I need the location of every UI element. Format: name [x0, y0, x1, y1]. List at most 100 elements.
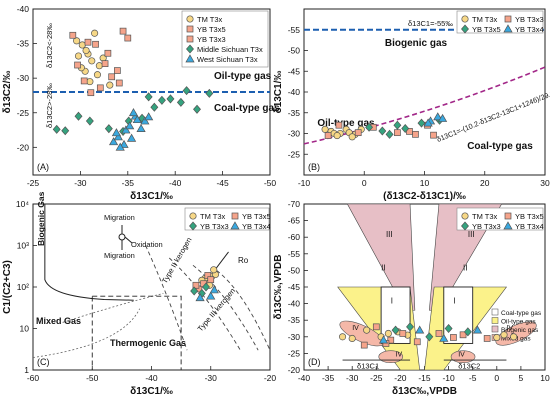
data-point	[437, 113, 448, 122]
data-point	[324, 132, 332, 139]
x-tick-label: -35	[322, 373, 335, 383]
thermogenic-box	[91, 295, 182, 371]
data-point	[461, 24, 469, 34]
y-axis-label: δ13C1/‰	[273, 71, 284, 114]
data-point	[95, 62, 103, 70]
y-tick-label: -25	[17, 108, 30, 118]
legend-entry: Middle Sichuan T3x	[197, 45, 263, 54]
data-point	[500, 331, 508, 339]
y-tick-label: 10⁴	[16, 199, 29, 209]
mixed-boundary	[62, 293, 164, 323]
legend-box	[456, 207, 544, 231]
y-tick-label: -65	[288, 216, 301, 226]
panel-label: (C)	[37, 357, 50, 367]
data-point	[52, 124, 61, 134]
data-point	[503, 221, 513, 230]
plot-area	[303, 8, 546, 176]
x-tick-label: 10	[420, 178, 430, 188]
region-label: Oil-type gas	[214, 71, 272, 82]
data-point	[108, 73, 116, 81]
legend-entry: YB T3x5	[472, 25, 501, 34]
data-point	[209, 285, 219, 294]
data-point	[435, 330, 443, 337]
legend-entry: TM T3x	[472, 15, 498, 24]
x-tick-label: -20	[264, 373, 277, 383]
data-point	[115, 142, 125, 151]
data-point	[504, 15, 512, 23]
x-tick-label: -35	[122, 178, 135, 188]
kerogen-curve	[192, 264, 259, 351]
region-legend-swatch	[491, 325, 499, 333]
kerogen-curve	[216, 270, 271, 351]
data-point	[459, 331, 467, 339]
y-tick-label: -40	[17, 4, 30, 14]
data-point	[378, 335, 389, 344]
region-label: IV	[352, 325, 359, 332]
data-point	[439, 333, 449, 342]
x-tick-label: -10	[298, 178, 311, 188]
data-point	[333, 132, 341, 140]
data-point	[190, 286, 199, 296]
y-tick-label: -40	[288, 87, 301, 97]
data-point	[125, 121, 135, 130]
data-point	[104, 124, 113, 134]
data-point	[186, 25, 194, 33]
data-point	[363, 326, 371, 334]
data-point	[417, 118, 426, 128]
data-point	[399, 330, 407, 337]
data-point	[401, 123, 410, 134]
region-legend-entry: Biogenic gas	[501, 327, 539, 334]
legend-entry: YB T3x3	[515, 15, 544, 24]
biogenic-boundary	[44, 204, 134, 301]
region-label: Thermogenic Gas	[110, 338, 186, 348]
data-point	[391, 325, 400, 335]
x-tick-label: -25	[370, 373, 383, 383]
data-point	[430, 131, 437, 139]
panel-d: -40 -35 -30 -25 -20 -15 -10 -5 0 5 10-20-25-30-35-…	[273, 199, 550, 397]
x-tick-label: 5	[519, 373, 524, 383]
data-point	[132, 114, 142, 124]
data-point	[111, 128, 122, 137]
panel-label: (B)	[308, 162, 320, 172]
region-label: II	[381, 263, 385, 272]
data-point	[166, 94, 175, 104]
data-point	[412, 130, 419, 138]
migration-node	[118, 233, 126, 241]
data-point	[195, 293, 205, 302]
region-label: Ro	[238, 256, 249, 265]
data-point	[128, 108, 139, 117]
reference-label: δ13C1=-55‰	[408, 19, 453, 28]
data-point	[433, 112, 443, 121]
legend-entry: YB T3x4	[515, 222, 544, 231]
data-point	[384, 329, 392, 338]
y-tick-label: -30	[288, 332, 301, 342]
legend-entry: YB T3x3	[200, 222, 229, 231]
data-point	[372, 323, 380, 331]
region-label: Biogenic gas	[385, 38, 448, 49]
data-point	[104, 49, 112, 57]
data-point	[202, 282, 210, 292]
data-point	[150, 102, 159, 112]
x-tick-label: 0	[494, 373, 499, 383]
data-point	[348, 334, 356, 343]
legend-entry: YB T3x5	[515, 212, 544, 221]
data-point	[461, 212, 469, 220]
mixed-boundary	[32, 308, 141, 358]
y-tick-label: -55	[288, 25, 301, 35]
data-point	[73, 37, 81, 45]
data-point	[335, 121, 343, 129]
data-point	[415, 325, 425, 334]
y-tick-label: -25	[288, 149, 301, 159]
y-axis-label: δ13C‰,VPDB	[273, 255, 284, 320]
data-point	[126, 133, 137, 142]
data-point	[339, 333, 347, 341]
legend-entry: YB T3x3	[197, 35, 226, 44]
y-axis-label: δ13C2/‰	[2, 71, 13, 114]
region-label: Biogenic Gas	[36, 191, 46, 246]
x-tick-label: -30	[74, 178, 87, 188]
x-tick-label: -45	[216, 178, 229, 188]
legend-entry: West Sichuan T3x	[197, 55, 258, 64]
data-point	[503, 24, 513, 33]
annotation: Oxidation	[131, 240, 163, 249]
region-iv	[495, 321, 537, 346]
